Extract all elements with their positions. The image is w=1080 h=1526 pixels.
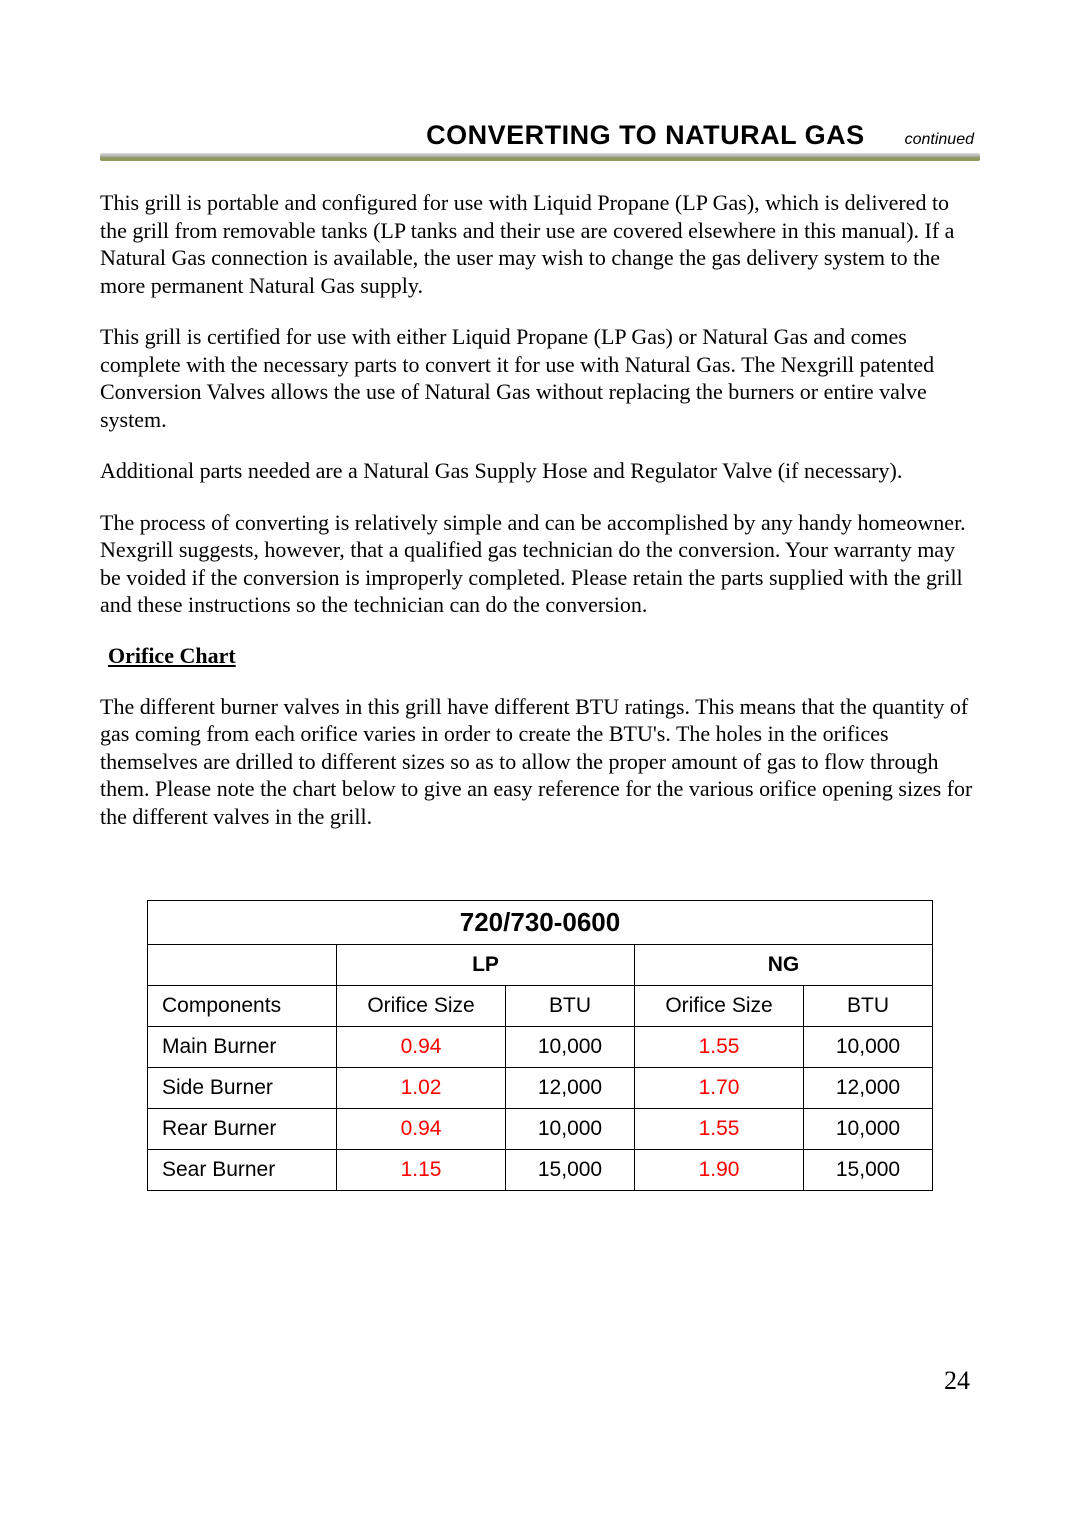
table-row: Side Burner 1.02 12,000 1.70 12,000 (148, 1068, 933, 1109)
row-label: Rear Burner (148, 1109, 337, 1150)
row-label: Side Burner (148, 1068, 337, 1109)
ng-btu: 12,000 (804, 1068, 933, 1109)
table-row: Main Burner 0.94 10,000 1.55 10,000 (148, 1027, 933, 1068)
header-line: CONVERTING TO NATURAL GAS continued (100, 120, 980, 153)
ng-orifice: 1.90 (635, 1150, 804, 1191)
header-subtitle: continued (905, 131, 974, 149)
table-row: Sear Burner 1.15 15,000 1.90 15,000 (148, 1150, 933, 1191)
lp-orifice: 1.02 (337, 1068, 506, 1109)
col-header-ng-orifice: Orifice Size (635, 986, 804, 1027)
lp-btu: 12,000 (506, 1068, 635, 1109)
table-row-groups: LP NG (148, 945, 933, 986)
intro-paragraph-4: The process of converting is relatively … (100, 509, 980, 619)
row-label: Main Burner (148, 1027, 337, 1068)
lp-btu: 15,000 (506, 1150, 635, 1191)
col-header-lp-btu: BTU (506, 986, 635, 1027)
lp-btu: 10,000 (506, 1109, 635, 1150)
col-header-components: Components (148, 986, 337, 1027)
lp-orifice: 0.94 (337, 1109, 506, 1150)
ng-orifice: 1.55 (635, 1109, 804, 1150)
intro-paragraph-1: This grill is portable and configured fo… (100, 189, 980, 299)
orifice-chart-heading: Orifice Chart (108, 643, 980, 669)
row-label: Sear Burner (148, 1150, 337, 1191)
lp-orifice: 0.94 (337, 1027, 506, 1068)
page: CONVERTING TO NATURAL GAS continued This… (0, 0, 1080, 1251)
intro-paragraph-2: This grill is certified for use with eit… (100, 323, 980, 433)
header-rule (100, 153, 980, 161)
col-header-lp-orifice: Orifice Size (337, 986, 506, 1027)
ng-btu: 10,000 (804, 1109, 933, 1150)
lp-orifice: 1.15 (337, 1150, 506, 1191)
group-header-ng: NG (635, 945, 933, 986)
intro-paragraph-3: Additional parts needed are a Natural Ga… (100, 457, 980, 485)
section-header: CONVERTING TO NATURAL GAS continued (100, 120, 980, 161)
model-cell: 720/730-0600 (148, 901, 933, 945)
ng-btu: 10,000 (804, 1027, 933, 1068)
ng-orifice: 1.70 (635, 1068, 804, 1109)
ng-orifice: 1.55 (635, 1027, 804, 1068)
header-title: CONVERTING TO NATURAL GAS (426, 120, 865, 151)
orifice-chart-paragraph: The different burner valves in this gril… (100, 693, 980, 831)
table-row-subheaders: Components Orifice Size BTU Orifice Size… (148, 986, 933, 1027)
table-row: Rear Burner 0.94 10,000 1.55 10,000 (148, 1109, 933, 1150)
page-number: 24 (944, 1366, 970, 1396)
table-row-model: 720/730-0600 (148, 901, 933, 945)
orifice-table: 720/730-0600 LP NG Components Orifice Si… (147, 900, 933, 1191)
orifice-table-wrap: 720/730-0600 LP NG Components Orifice Si… (100, 900, 980, 1191)
group-header-lp: LP (337, 945, 635, 986)
lp-btu: 10,000 (506, 1027, 635, 1068)
col-header-ng-btu: BTU (804, 986, 933, 1027)
blank-header (148, 945, 337, 986)
ng-btu: 15,000 (804, 1150, 933, 1191)
